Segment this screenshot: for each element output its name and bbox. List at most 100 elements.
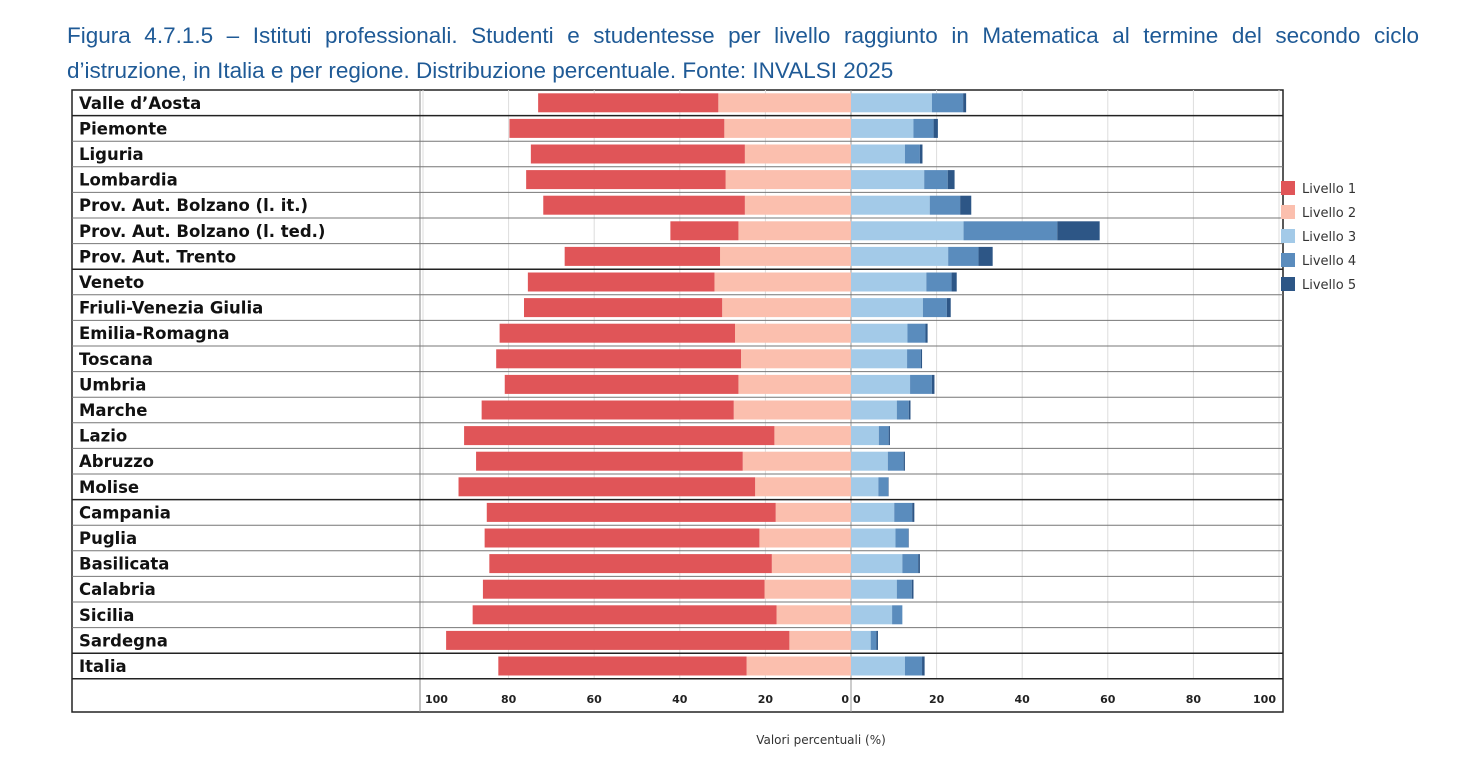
bar-livello-2 <box>744 195 851 215</box>
bar-livello-5 <box>911 579 914 599</box>
row-separators <box>72 114 1283 680</box>
bar-livello-2 <box>774 426 851 446</box>
bar-livello-1 <box>670 221 739 241</box>
bar-livello-3 <box>851 118 914 138</box>
legend-label: Livello 4 <box>1302 254 1356 269</box>
region-label: Italia <box>79 657 127 676</box>
bar-livello-3 <box>851 502 895 522</box>
x-tick-label: 80 <box>1186 693 1202 706</box>
bar-livello-5 <box>933 118 938 138</box>
bar-livello-2 <box>771 554 851 574</box>
chart-title: Figura 4.7.1.5 – Istituti professionali.… <box>67 23 1419 83</box>
bar-livello-2 <box>759 528 851 548</box>
x-tick-label: 100 <box>425 693 448 706</box>
region-label: Molise <box>79 478 139 497</box>
bar-livello-4 <box>896 400 909 420</box>
bar-livello-1 <box>538 93 719 113</box>
bar-livello-1 <box>504 374 739 394</box>
legend-swatch <box>1281 253 1295 267</box>
bar-livello-2 <box>764 579 851 599</box>
bar-livello-5 <box>919 144 923 164</box>
bar-livello-2 <box>738 374 851 394</box>
bar-livello-1 <box>499 323 736 343</box>
x-tick-label: 0 <box>853 693 861 706</box>
region-label: Lazio <box>79 427 127 446</box>
x-tick-label: 40 <box>672 693 688 706</box>
bar-livello-5 <box>918 554 920 574</box>
bar-livello-5 <box>888 426 890 446</box>
bar-livello-2 <box>718 93 851 113</box>
bar-livello-5 <box>922 656 925 676</box>
region-label: Prov. Aut. Bolzano (l. it.) <box>79 196 308 215</box>
x-tick-label: 0 <box>841 693 849 706</box>
legend-label: Livello 1 <box>1302 182 1356 197</box>
region-label: Liguria <box>79 145 144 164</box>
region-label: Emilia-Romagna <box>79 324 229 343</box>
bar-livello-4 <box>929 195 961 215</box>
bar-livello-1 <box>564 246 721 266</box>
bar-livello-1 <box>496 349 742 369</box>
bar-livello-4 <box>922 298 947 318</box>
bar-livello-1 <box>472 605 777 625</box>
bar-livello-5 <box>960 195 972 215</box>
region-label: Sardegna <box>79 631 168 650</box>
bar-livello-4 <box>910 374 932 394</box>
bar-livello-3 <box>851 144 905 164</box>
bar-livello-4 <box>904 144 920 164</box>
bar-livello-3 <box>851 374 911 394</box>
bar-livello-2 <box>714 272 851 292</box>
legend-swatch <box>1281 181 1295 195</box>
axis-ticks: 100 80 60 40 20 0 0 20 40 60 80 100 <box>425 693 1276 706</box>
bar-livello-1 <box>486 502 776 522</box>
bar-livello-5 <box>947 170 955 190</box>
region-label: Basilicata <box>79 555 169 574</box>
bar-livello-5 <box>903 451 905 471</box>
bar-livello-1 <box>527 272 715 292</box>
bar-livello-4 <box>892 605 903 625</box>
bar-livello-1 <box>446 630 790 650</box>
bar-livello-3 <box>851 656 905 676</box>
bar-livello-1 <box>458 477 756 497</box>
bar-livello-5 <box>978 246 993 266</box>
bar-livello-2 <box>776 605 851 625</box>
legend-label: Livello 2 <box>1302 206 1356 221</box>
bar-livello-1 <box>464 426 775 446</box>
bar-livello-4 <box>963 221 1058 241</box>
bar-livello-2 <box>775 502 851 522</box>
region-label: Umbria <box>79 375 146 394</box>
bar-livello-2 <box>724 118 851 138</box>
region-label: Friuli-Venezia Giulia <box>79 299 263 318</box>
bar-livello-2 <box>742 451 851 471</box>
legend-swatch <box>1281 229 1295 243</box>
x-tick-label: 40 <box>1015 693 1031 706</box>
bar-livello-3 <box>851 195 930 215</box>
bar-livello-1 <box>498 656 747 676</box>
bar-livello-1 <box>524 298 723 318</box>
bar-livello-2 <box>725 170 851 190</box>
bar-livello-4 <box>895 528 909 548</box>
x-tick-label: 60 <box>1100 693 1116 706</box>
bar-livello-3 <box>851 298 923 318</box>
legend-swatch <box>1281 277 1295 291</box>
bar-livello-4 <box>887 451 904 471</box>
bars-group <box>446 93 1100 676</box>
bar-livello-1 <box>530 144 745 164</box>
x-tick-label: 20 <box>929 693 945 706</box>
region-label: Toscana <box>79 350 153 369</box>
bar-livello-5 <box>1057 221 1100 241</box>
bar-livello-4 <box>878 477 889 497</box>
bar-livello-3 <box>851 400 897 420</box>
region-label: Campania <box>79 503 171 522</box>
region-label: Calabria <box>79 580 156 599</box>
bar-livello-5 <box>876 630 878 650</box>
bar-livello-4 <box>913 118 934 138</box>
bar-livello-4 <box>894 502 913 522</box>
bar-livello-4 <box>878 426 889 446</box>
bar-livello-3 <box>851 221 964 241</box>
bar-livello-5 <box>912 502 915 522</box>
bar-livello-4 <box>931 93 964 113</box>
legend: Livello 1 Livello 2 Livello 3 Livello 4 Live… <box>1281 181 1356 293</box>
bar-livello-2 <box>735 323 851 343</box>
region-label: Piemonte <box>79 119 167 138</box>
